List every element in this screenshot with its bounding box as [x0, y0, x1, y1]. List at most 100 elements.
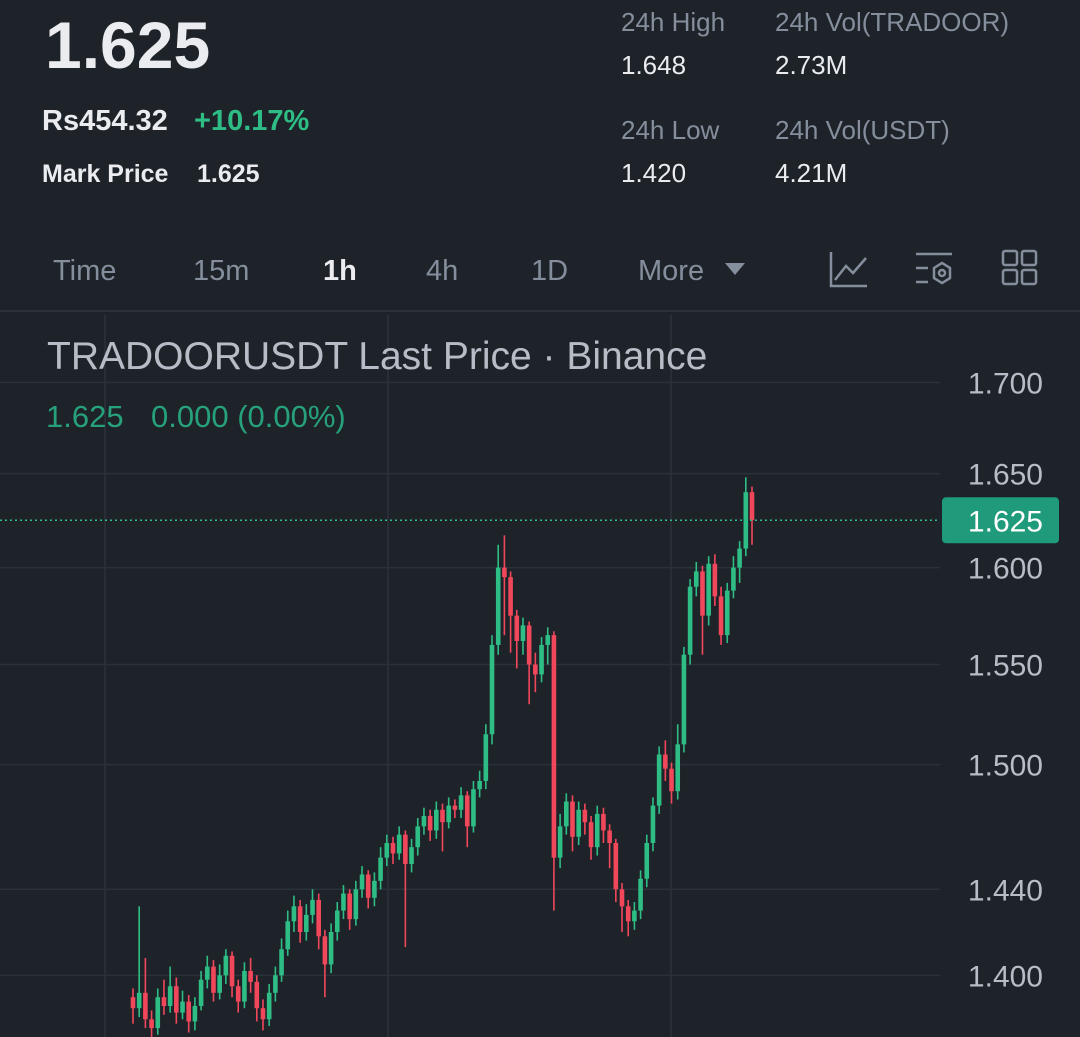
settings-icon[interactable]: [916, 252, 952, 285]
candle-body: [217, 975, 222, 993]
candle-body: [291, 906, 297, 922]
candle-body: [557, 826, 563, 858]
candle-body: [632, 910, 637, 922]
interval-tabs: Time 15m 1h 4h 1D More: [53, 255, 704, 287]
candle-body: [260, 1008, 266, 1020]
candle-body: [588, 822, 594, 848]
candle-body: [656, 754, 662, 806]
candle-body: [167, 986, 173, 1007]
candle-body: [700, 571, 705, 616]
candle-body: [427, 815, 433, 831]
candle-body: [440, 809, 445, 823]
candle-body: [359, 874, 365, 890]
candle-body: [273, 975, 278, 993]
stat-label: 24h Vol(TRADOOR): [775, 7, 1009, 37]
candle-body: [564, 801, 569, 827]
candle-body: [279, 949, 284, 976]
candle-body: [675, 744, 681, 792]
candle-body: [489, 644, 495, 735]
candle-body: [545, 635, 551, 645]
candle-body: [638, 878, 643, 911]
candle-body: [396, 834, 402, 854]
candle-body: [149, 1019, 154, 1029]
candle-body: [186, 1001, 192, 1022]
y-tick-label: 1.550: [968, 650, 1043, 683]
candle-body: [576, 809, 581, 837]
candle-body: [594, 813, 600, 848]
indicator-icon[interactable]: [829, 252, 867, 288]
candle-body: [495, 567, 501, 645]
layout-icon[interactable]: [1001, 249, 1038, 286]
candle-body: [130, 997, 136, 1009]
candle-body: [502, 567, 507, 578]
interval-tab[interactable]: 1D: [531, 255, 568, 287]
candle-body: [749, 492, 755, 521]
candle-body: [316, 899, 321, 937]
candle-body: [687, 586, 693, 655]
stat-label: 24h Vol(USDT): [775, 115, 950, 145]
candle-body: [403, 834, 408, 864]
candle-body: [341, 893, 346, 911]
candle-body: [693, 571, 699, 587]
legend-change: 0.000 (0.00%): [151, 399, 346, 434]
candle-body: [390, 843, 396, 854]
candle-body: [285, 921, 291, 950]
candle-body: [551, 635, 557, 858]
candle-body: [650, 805, 656, 844]
price-change: +10.17%: [194, 105, 310, 137]
candle-body: [372, 880, 377, 898]
candle-body: [607, 830, 612, 844]
candle-body: [384, 843, 390, 858]
candle-body: [198, 979, 204, 1007]
interval-tab[interactable]: 1h: [323, 255, 357, 287]
stat-label: 24h Low: [621, 115, 720, 145]
candle-body: [421, 815, 427, 827]
candle-body: [161, 997, 167, 1007]
y-tick-label: 1.500: [968, 750, 1043, 783]
candle-body: [737, 548, 742, 568]
candle-body: [143, 992, 148, 1020]
candle-body: [601, 813, 606, 831]
y-tick-label: 1.440: [968, 874, 1043, 907]
y-tick-label: 1.600: [968, 553, 1043, 586]
interval-tab[interactable]: Time: [53, 255, 116, 287]
candle-body: [334, 910, 340, 933]
candle-body: [582, 809, 588, 823]
interval-tab[interactable]: 15m: [193, 255, 249, 287]
candle-body: [533, 664, 538, 675]
toolbar-icons: [829, 249, 1038, 288]
stat-label: 24h High: [621, 7, 725, 37]
last-price-tag: [942, 497, 1059, 544]
candle-body: [570, 801, 575, 837]
stat-value: 1.420: [621, 158, 686, 188]
dropdown-arrow[interactable]: [725, 263, 745, 275]
candle-body: [328, 932, 334, 965]
chart-title: TRADOORUSDT Last Price · Binance: [47, 335, 707, 378]
candle-body: [508, 577, 513, 616]
interval-tab[interactable]: More: [638, 255, 704, 287]
candle-body: [204, 966, 210, 980]
candle-body: [322, 936, 328, 965]
fiat-price: Rs454.32: [42, 105, 168, 137]
interval-tab[interactable]: 4h: [426, 255, 458, 287]
candle-body: [365, 874, 371, 898]
candle-body: [724, 590, 730, 636]
candle-body: [483, 734, 489, 781]
candle-body: [706, 563, 711, 616]
candle-body: [613, 843, 619, 890]
candle-body: [266, 992, 272, 1020]
candle-body: [446, 805, 451, 823]
candle-body: [452, 805, 458, 810]
last-price: 1.625: [45, 8, 210, 82]
y-tick-label: 1.700: [968, 367, 1043, 400]
candle-body: [663, 754, 668, 769]
stat-value: 2.73M: [775, 50, 847, 80]
candle-body: [136, 992, 142, 1009]
candle-body: [304, 914, 309, 933]
candle-body: [211, 966, 216, 993]
candle-body: [229, 955, 235, 987]
candle-body: [712, 563, 718, 597]
stat-value: 4.21M: [775, 158, 847, 188]
candle-body: [539, 644, 544, 675]
candle-body: [347, 893, 352, 920]
